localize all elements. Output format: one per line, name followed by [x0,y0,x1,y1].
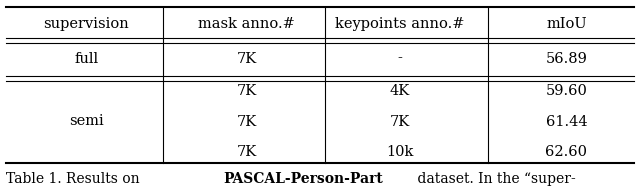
Text: supervision: supervision [44,17,129,31]
Text: 62.60: 62.60 [545,145,588,159]
Text: 56.89: 56.89 [545,52,588,66]
Text: semi: semi [69,114,104,129]
Text: mask anno.#: mask anno.# [198,17,295,31]
Text: 7K: 7K [236,52,257,66]
Text: 7K: 7K [236,84,257,98]
Text: dataset. In the “super-: dataset. In the “super- [413,172,575,186]
Text: 7K: 7K [236,145,257,159]
Text: Table 1. Results on: Table 1. Results on [6,172,145,186]
Text: 7K: 7K [390,115,410,129]
Text: 4K: 4K [390,84,410,98]
Text: keypoints anno.#: keypoints anno.# [335,17,465,31]
Text: PASCAL-Person-Part: PASCAL-Person-Part [223,172,383,186]
Text: 59.60: 59.60 [545,84,588,98]
Text: mIoU: mIoU [546,17,587,31]
Text: 7K: 7K [236,115,257,129]
Text: -: - [397,52,403,66]
Text: 61.44: 61.44 [545,115,588,129]
Text: full: full [74,52,99,66]
Text: 10k: 10k [387,145,413,159]
